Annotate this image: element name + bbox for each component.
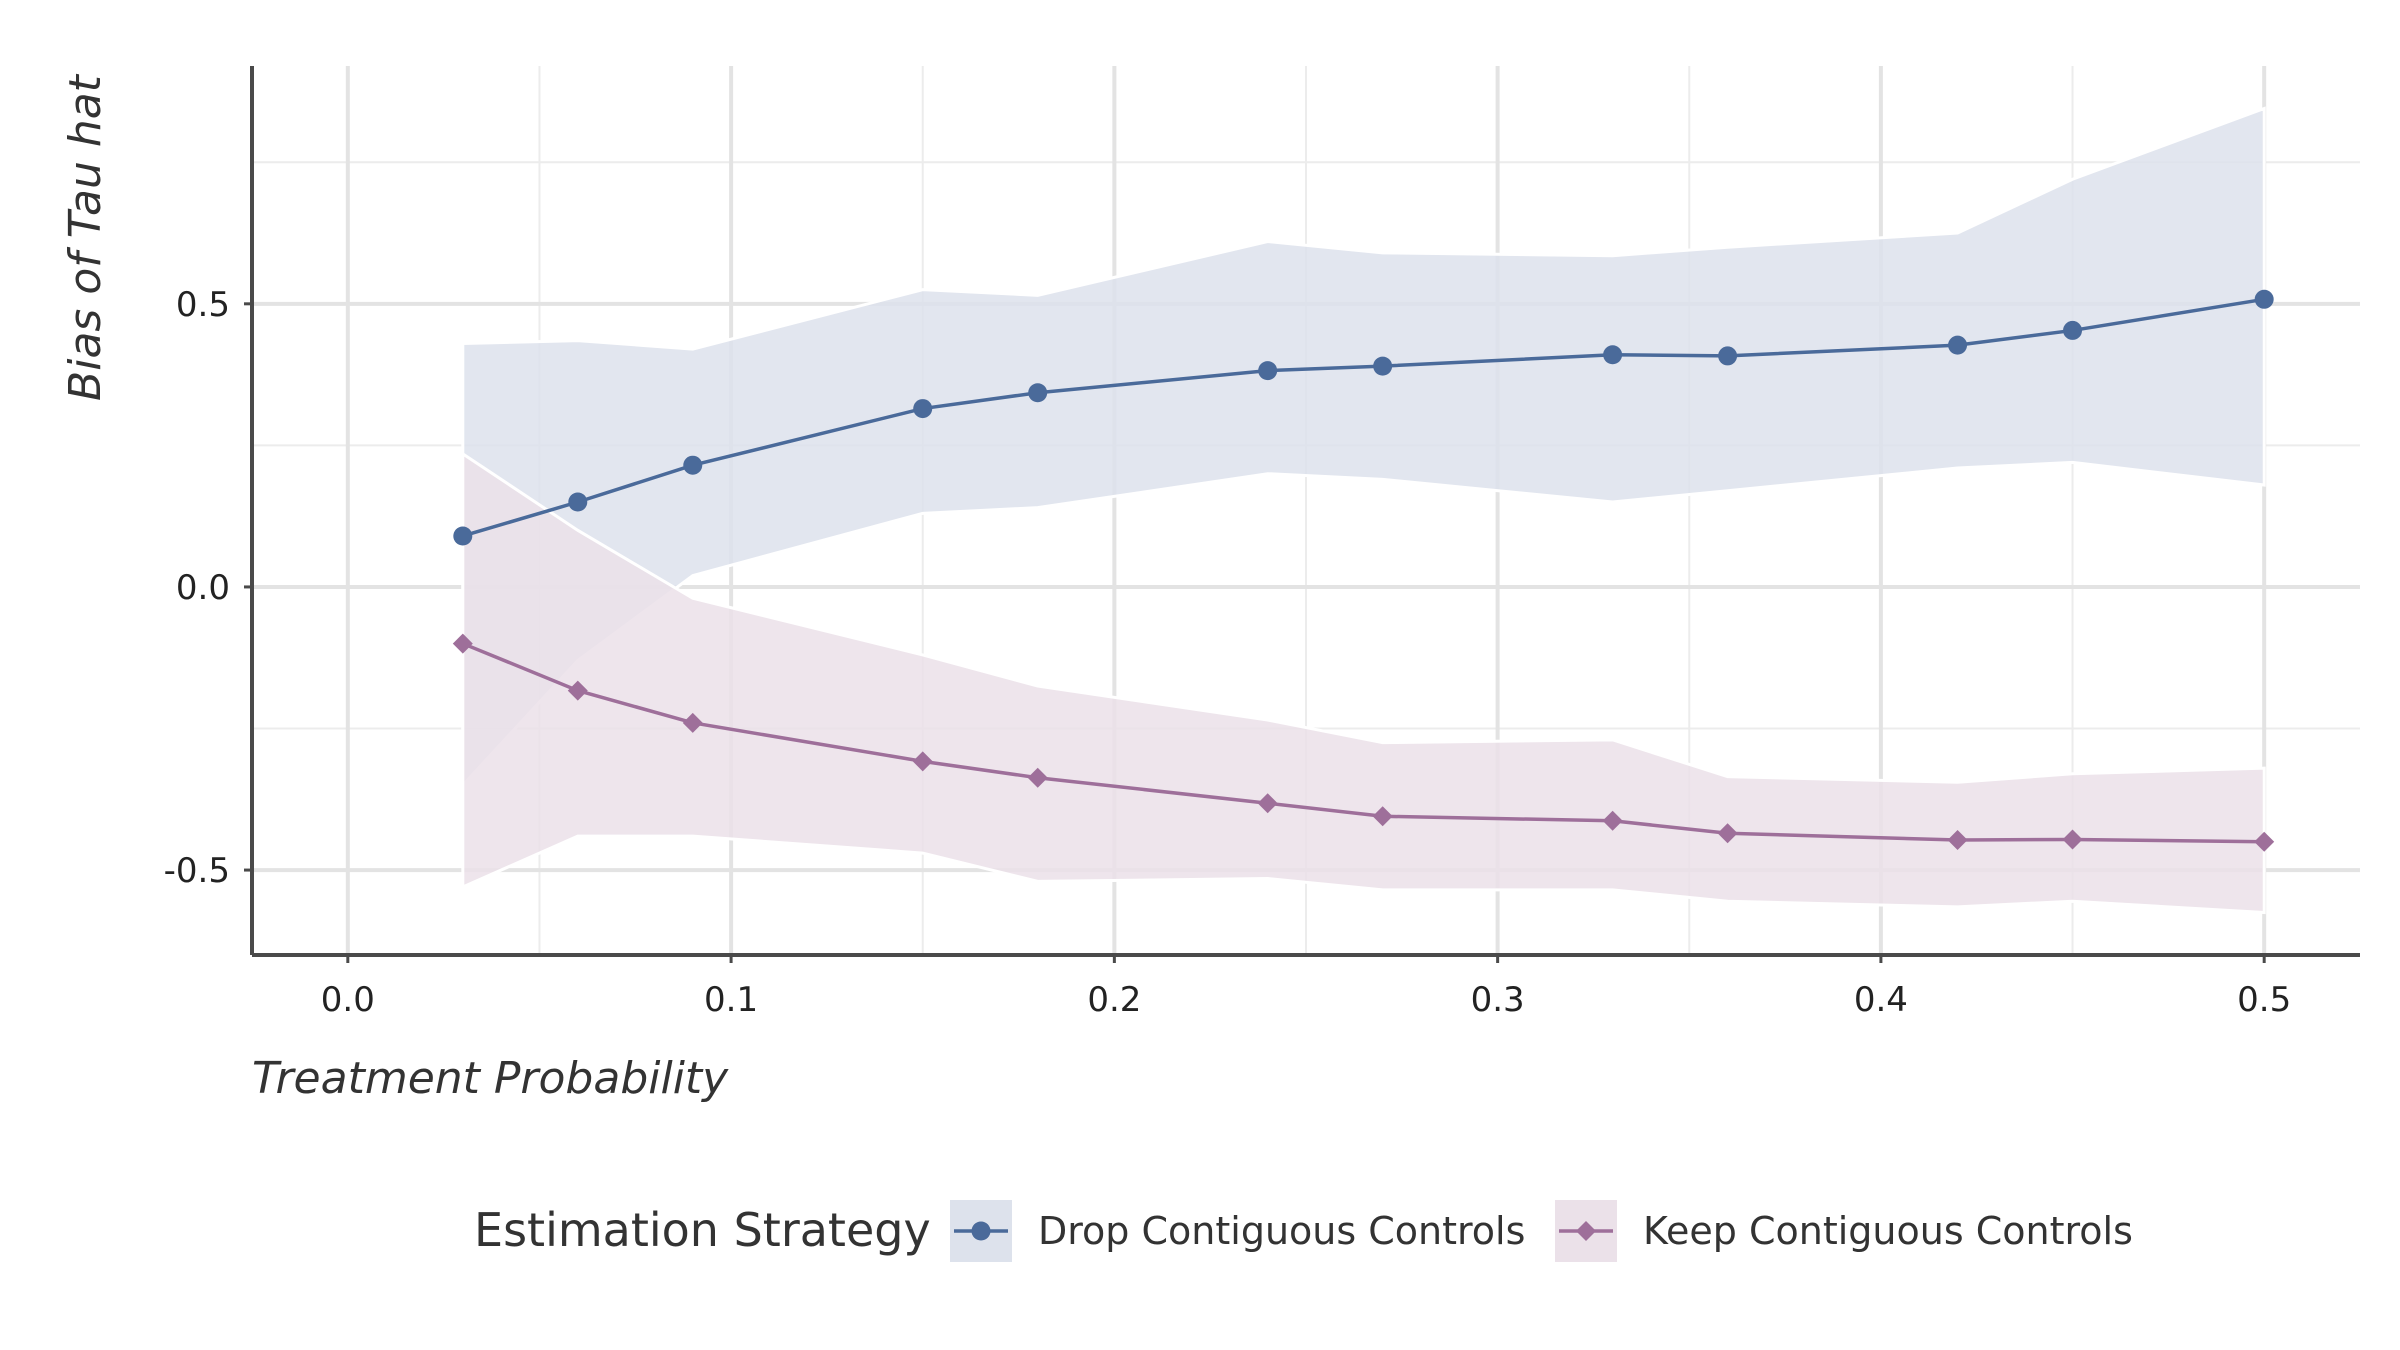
point-series-1: [568, 492, 588, 512]
point-series-2: [1947, 830, 1968, 851]
point-series-1: [1258, 361, 1278, 381]
point-series-2: [2254, 831, 2275, 852]
x-tick-labels: 0.0 0.1 0.2 0.3 0.4 0.5: [321, 980, 2291, 1020]
point-series-2: [1027, 767, 1048, 788]
ribbon-series-2: [461, 451, 2266, 915]
x-tick-label: 0.5: [2237, 980, 2291, 1020]
y-tick-label: -0.5: [164, 851, 230, 891]
point-series-1: [453, 526, 473, 546]
series-markers: [452, 289, 2275, 852]
x-tick-label: 0.1: [704, 980, 758, 1020]
y-tick-labels: -0.5 0.0 0.5: [164, 285, 230, 891]
line-series-1: [462, 297, 2265, 538]
y-tick-label: 0.0: [176, 568, 230, 608]
point-series-1: [1603, 345, 1623, 365]
legend-title: Estimation Strategy: [474, 1203, 931, 1257]
point-series-2: [1602, 810, 1623, 831]
series-lines: [462, 297, 2265, 844]
legend-item: Keep Contiguous Controls: [1555, 1200, 2133, 1262]
point-series-1: [913, 399, 933, 419]
y-tick-label: 0.5: [176, 285, 230, 325]
x-axis-title: Treatment Probability: [252, 1053, 729, 1104]
point-series-1: [1718, 346, 1738, 366]
legend-label: Drop Contiguous Controls: [1038, 1209, 1525, 1253]
x-tick-label: 0.0: [321, 980, 375, 1020]
legend-items: Drop Contiguous Controls Keep Contiguous …: [950, 1200, 2133, 1262]
point-series-2: [912, 751, 933, 772]
x-tick-label: 0.3: [1471, 980, 1525, 1020]
point-series-1: [1028, 383, 1048, 403]
point-series-1: [2254, 289, 2274, 309]
point-series-1: [683, 455, 703, 475]
point-series-1: [1948, 335, 1968, 355]
axes: [244, 66, 2360, 963]
ribbon-series-1: [461, 106, 2266, 789]
point-series-2: [682, 712, 703, 733]
point-series-2: [452, 633, 473, 654]
y-axis-title: Bias of Tau hat: [60, 73, 111, 401]
legend-label: Keep Contiguous Controls: [1643, 1209, 2133, 1253]
point-series-2: [1372, 806, 1393, 827]
x-tick-label: 0.2: [1087, 980, 1141, 1020]
point-series-2: [1717, 823, 1738, 844]
line-series-2: [462, 641, 2265, 844]
point-series-2: [2062, 829, 2083, 850]
legend-item: Drop Contiguous Controls: [950, 1200, 1525, 1262]
point-series-2: [567, 680, 588, 701]
point-series-2: [1257, 793, 1278, 814]
legend: Estimation Strategy Drop Contiguous Cont…: [474, 1200, 2133, 1262]
legend-key-marker: [1576, 1221, 1596, 1241]
point-series-1: [2063, 320, 2083, 340]
point-series-1: [1373, 356, 1393, 376]
legend-key-marker: [971, 1221, 991, 1241]
confidence-ribbons: [461, 106, 2266, 915]
x-tick-label: 0.4: [1854, 980, 1908, 1020]
